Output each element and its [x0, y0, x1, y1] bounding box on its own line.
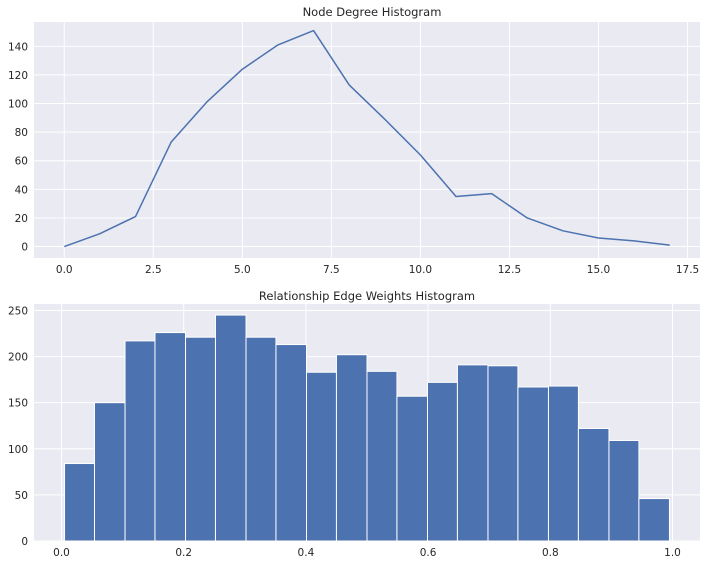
y-tick-label: 140: [8, 41, 28, 53]
histogram-bar: [366, 370, 398, 542]
x-tick-label: 0.6: [420, 547, 437, 559]
y-tick-label: 0: [21, 242, 28, 254]
y-tick-label: 60: [15, 156, 28, 168]
y-tick-label: 80: [15, 127, 28, 139]
y-tick-label: 20: [15, 213, 28, 225]
data-point: [62, 244, 66, 248]
data-point: [596, 236, 600, 240]
chart-title: Node Degree Histogram: [303, 5, 442, 19]
y-tick-label: 100: [8, 99, 28, 111]
histogram-bar: [245, 336, 277, 542]
x-tick-label: 0.0: [56, 264, 73, 276]
histogram-bar: [487, 365, 519, 542]
data-point: [276, 43, 280, 47]
histogram-bar: [124, 340, 156, 542]
plot-area: [34, 22, 700, 258]
x-tick-label: 7.5: [323, 264, 340, 276]
y-tick-label: 40: [15, 184, 28, 196]
y-tick-label: 120: [8, 70, 28, 82]
histogram-bar: [275, 344, 308, 542]
histogram-bar: [577, 427, 610, 542]
data-marks: [62, 28, 672, 248]
y-tick-label: 100: [8, 444, 28, 456]
data-point: [418, 153, 422, 157]
x-tick-label: 12.5: [498, 264, 521, 276]
y-tick-label: 200: [8, 352, 28, 364]
data-point: [489, 191, 493, 195]
tick-labels: 0.0 0.2 0.4 0.6 0.8 1.0 0 50 100 150 200 250: [8, 305, 681, 559]
x-tick-label: 10.0: [409, 264, 432, 276]
x-tick-label: 0.0: [53, 547, 70, 559]
histogram-bar: [154, 332, 187, 542]
data-point: [311, 28, 315, 32]
histogram-bar: [638, 498, 670, 542]
grid-lines: [34, 22, 700, 258]
data-point: [169, 140, 173, 144]
histogram-bar: [547, 385, 579, 542]
histogram-bar: [306, 371, 337, 542]
data-point: [347, 83, 351, 87]
data-point: [98, 231, 102, 235]
y-tick-label: 250: [8, 305, 28, 317]
histogram-bar: [426, 381, 458, 542]
x-tick-label: 2.5: [145, 264, 162, 276]
histogram-bar: [517, 386, 549, 542]
y-tick-label: 0: [21, 536, 28, 548]
data-point: [133, 214, 137, 218]
histogram-bar: [185, 336, 216, 542]
x-tick-label: 5.0: [234, 264, 251, 276]
data-point: [205, 100, 209, 104]
histogram-bar: [64, 463, 95, 542]
histogram-bar: [456, 364, 489, 542]
series-line: [64, 29, 670, 248]
histogram-bar: [214, 314, 247, 542]
data-point: [240, 67, 244, 71]
data-point: [525, 216, 529, 220]
data-point: [561, 229, 565, 233]
data-point: [454, 194, 458, 198]
x-tick-label: 1.0: [664, 547, 681, 559]
histogram-bar: [93, 402, 126, 542]
chart-title: Relationship Edge Weights Histogram: [259, 289, 475, 303]
x-tick-label: 0.2: [175, 547, 192, 559]
y-tick-label: 50: [15, 490, 28, 502]
data-point: [383, 117, 387, 121]
x-tick-label: 17.5: [676, 264, 699, 276]
histogram-bar: [608, 439, 640, 542]
histogram-bar: [396, 395, 428, 542]
data-point: [668, 243, 672, 247]
tick-labels: 0.0 2.5 5.0 7.5 10.0 12.5 15.0 17.5 0 20 40 60 80 100…: [8, 41, 699, 276]
y-tick-label: 150: [8, 398, 28, 410]
x-tick-label: 0.8: [542, 547, 559, 559]
node-degree-chart: Node Degree Histogram 0.0 2.5 5.0 7.5 10.0 12…: [8, 5, 700, 276]
x-tick-label: 15.0: [587, 264, 610, 276]
data-marks: [64, 314, 670, 542]
x-tick-label: 0.4: [298, 547, 315, 559]
histogram-bar: [335, 354, 368, 542]
data-point: [632, 239, 636, 243]
edge-weights-chart: Relationship Edge Weights Histogram 0.0 0…: [8, 289, 700, 559]
